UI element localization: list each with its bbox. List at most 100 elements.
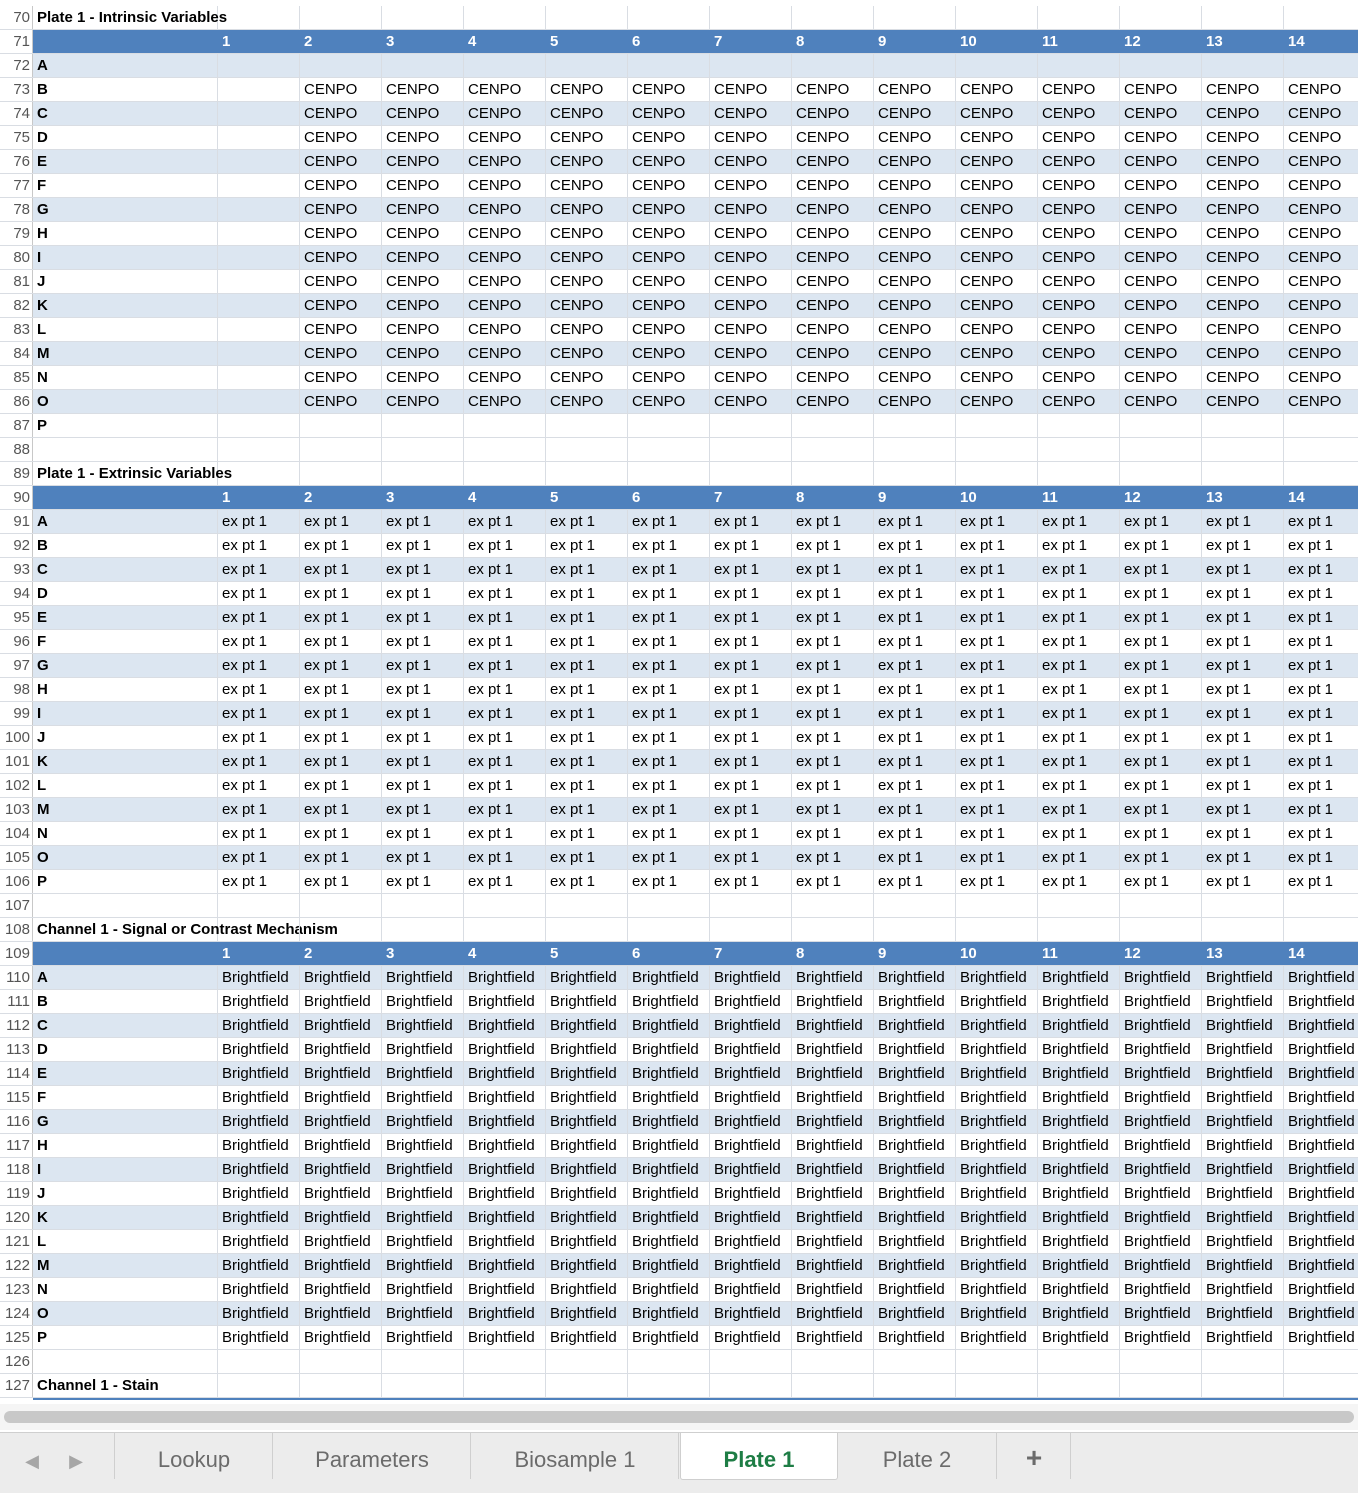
data-cell[interactable]: ex pt 1 <box>956 726 1038 749</box>
cell[interactable] <box>792 1374 874 1397</box>
row-number[interactable]: 90 <box>0 486 33 509</box>
data-cell[interactable]: CENPO <box>1202 246 1284 269</box>
data-cell[interactable]: ex pt 1 <box>464 798 546 821</box>
data-cell[interactable]: Brightfield <box>546 1038 628 1061</box>
data-cell[interactable]: CENPO <box>300 126 382 149</box>
cell[interactable] <box>300 918 382 941</box>
data-cell[interactable]: ex pt 1 <box>792 750 874 773</box>
data-cell[interactable]: CENPO <box>1202 102 1284 125</box>
data-cell[interactable]: Brightfield <box>1284 1062 1358 1085</box>
cell[interactable] <box>218 462 300 485</box>
cell[interactable] <box>628 894 710 917</box>
data-cell[interactable]: Brightfield <box>218 1326 300 1349</box>
data-cell[interactable]: CENPO <box>300 150 382 173</box>
data-cell[interactable]: CENPO <box>1202 294 1284 317</box>
data-cell[interactable]: Brightfield <box>218 1182 300 1205</box>
data-cell[interactable]: Brightfield <box>874 1038 956 1061</box>
data-cell[interactable]: Brightfield <box>1284 1278 1358 1301</box>
data-cell[interactable]: Brightfield <box>1120 1086 1202 1109</box>
data-cell[interactable]: CENPO <box>956 198 1038 221</box>
row-number[interactable]: 84 <box>0 342 33 365</box>
row-number[interactable]: 98 <box>0 678 33 701</box>
row-label[interactable]: A <box>33 966 218 989</box>
data-cell[interactable]: Brightfield <box>1202 1278 1284 1301</box>
data-cell[interactable]: CENPO <box>382 246 464 269</box>
data-cell[interactable] <box>218 342 300 365</box>
data-cell[interactable]: Brightfield <box>710 1086 792 1109</box>
data-cell[interactable]: ex pt 1 <box>464 774 546 797</box>
data-cell[interactable]: ex pt 1 <box>218 558 300 581</box>
data-cell[interactable]: ex pt 1 <box>546 870 628 893</box>
data-cell[interactable] <box>218 198 300 221</box>
data-cell[interactable]: Brightfield <box>382 1062 464 1085</box>
row-number[interactable]: 124 <box>0 1302 33 1325</box>
data-cell[interactable]: Brightfield <box>1202 1182 1284 1205</box>
data-cell[interactable]: Brightfield <box>1284 1254 1358 1277</box>
data-cell[interactable]: Brightfield <box>628 1230 710 1253</box>
row-number[interactable]: 95 <box>0 606 33 629</box>
row-number[interactable]: 117 <box>0 1134 33 1157</box>
data-cell[interactable]: Brightfield <box>382 1302 464 1325</box>
data-cell[interactable]: Brightfield <box>1202 1014 1284 1037</box>
data-cell[interactable]: Brightfield <box>1284 966 1358 989</box>
cell[interactable] <box>710 894 792 917</box>
row-number[interactable]: 106 <box>0 870 33 893</box>
data-cell[interactable]: Brightfield <box>1038 1086 1120 1109</box>
data-cell[interactable]: ex pt 1 <box>1120 654 1202 677</box>
data-cell[interactable]: ex pt 1 <box>1284 702 1358 725</box>
column-header[interactable]: 8 <box>792 486 874 509</box>
column-header[interactable]: 7 <box>710 486 792 509</box>
column-header[interactable]: 6 <box>628 942 710 965</box>
data-cell[interactable]: Brightfield <box>628 1110 710 1133</box>
data-cell[interactable]: ex pt 1 <box>464 630 546 653</box>
row-label[interactable]: E <box>33 150 218 173</box>
data-cell[interactable]: ex pt 1 <box>1038 654 1120 677</box>
data-cell[interactable]: CENPO <box>546 126 628 149</box>
data-cell[interactable]: Brightfield <box>218 1086 300 1109</box>
data-cell[interactable]: ex pt 1 <box>1284 726 1358 749</box>
data-cell[interactable]: ex pt 1 <box>464 582 546 605</box>
data-cell[interactable]: Brightfield <box>710 1206 792 1229</box>
data-cell[interactable]: CENPO <box>874 366 956 389</box>
data-cell[interactable] <box>710 414 792 437</box>
data-cell[interactable]: Brightfield <box>1120 1182 1202 1205</box>
header-cell[interactable] <box>33 942 218 965</box>
data-cell[interactable]: CENPO <box>300 318 382 341</box>
data-cell[interactable]: ex pt 1 <box>464 534 546 557</box>
data-cell[interactable]: ex pt 1 <box>792 606 874 629</box>
row-label[interactable]: J <box>33 726 218 749</box>
data-cell[interactable] <box>628 54 710 77</box>
column-header[interactable]: 1 <box>218 942 300 965</box>
row-label[interactable]: K <box>33 294 218 317</box>
cell[interactable] <box>1202 462 1284 485</box>
row-label[interactable]: H <box>33 222 218 245</box>
cell[interactable] <box>1120 6 1202 29</box>
row-number[interactable]: 81 <box>0 270 33 293</box>
data-cell[interactable]: Brightfield <box>300 1326 382 1349</box>
data-cell[interactable]: ex pt 1 <box>874 606 956 629</box>
data-cell[interactable]: CENPO <box>874 150 956 173</box>
data-cell[interactable]: ex pt 1 <box>300 606 382 629</box>
row-number[interactable]: 119 <box>0 1182 33 1205</box>
data-cell[interactable]: Brightfield <box>1038 1230 1120 1253</box>
data-cell[interactable]: CENPO <box>628 318 710 341</box>
cell[interactable] <box>33 438 218 461</box>
data-cell[interactable]: CENPO <box>300 390 382 413</box>
cell[interactable] <box>218 6 300 29</box>
data-cell[interactable]: ex pt 1 <box>710 678 792 701</box>
data-cell[interactable]: ex pt 1 <box>956 774 1038 797</box>
row-number[interactable]: 126 <box>0 1350 33 1373</box>
data-cell[interactable]: ex pt 1 <box>628 774 710 797</box>
data-cell[interactable]: Brightfield <box>1038 1038 1120 1061</box>
data-cell[interactable]: CENPO <box>1038 318 1120 341</box>
data-cell[interactable]: ex pt 1 <box>218 870 300 893</box>
data-cell[interactable]: CENPO <box>1038 246 1120 269</box>
row-label[interactable]: I <box>33 1158 218 1181</box>
data-cell[interactable]: Brightfield <box>710 1278 792 1301</box>
data-cell[interactable]: ex pt 1 <box>464 846 546 869</box>
data-cell[interactable]: CENPO <box>956 78 1038 101</box>
data-cell[interactable]: ex pt 1 <box>710 822 792 845</box>
data-cell[interactable]: ex pt 1 <box>300 582 382 605</box>
cell[interactable] <box>546 894 628 917</box>
data-cell[interactable]: ex pt 1 <box>218 750 300 773</box>
